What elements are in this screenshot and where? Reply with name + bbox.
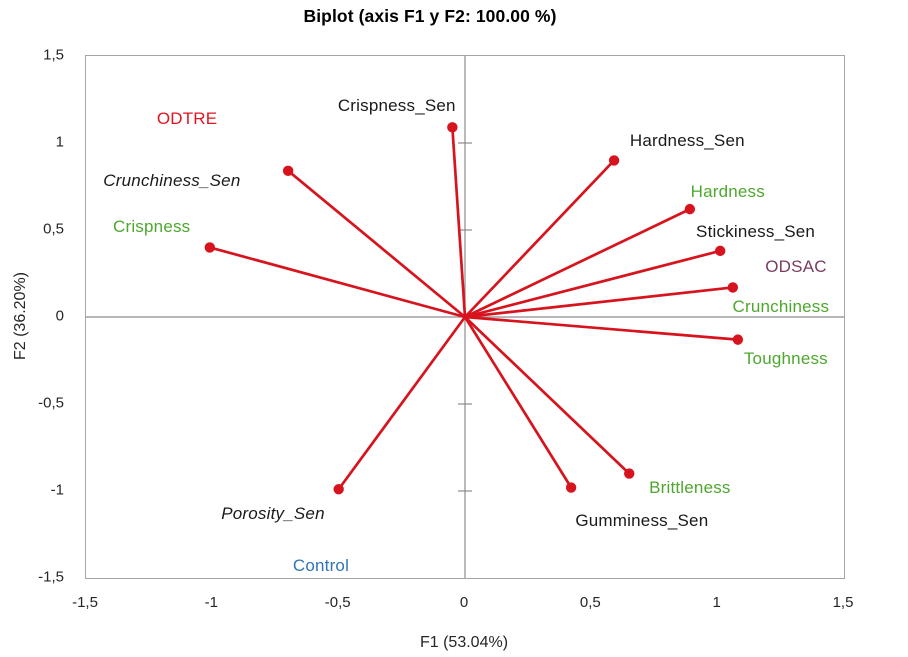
marker-Gumminess_Sen	[565, 482, 577, 493]
x-tick-label: 1	[712, 594, 721, 611]
label-Crispness_Sen: Crispness_Sen	[337, 96, 456, 116]
label-Control: Control	[292, 555, 350, 575]
marker-Crunchiness	[727, 282, 739, 293]
marker-Crispness_Sen	[447, 122, 458, 133]
x-tick-label: -1	[204, 594, 218, 611]
x-axis-ticks: -1,5 -1 -0,5 0 0,5 1 1,5	[72, 594, 853, 614]
x-tick-label: -0,5	[324, 594, 351, 611]
marker-Crispness	[204, 242, 216, 253]
vector-Stickiness_Sen	[464, 249, 721, 319]
label-ODTRE: ODTRE	[156, 108, 218, 128]
plot-area: Crispness_Sen Crunchiness_Sen Crispness Har…	[85, 55, 845, 579]
vector-Crispness_Sen	[451, 127, 467, 318]
vector-Hardness	[464, 207, 691, 319]
vectors-canvas	[86, 56, 844, 578]
y-axis-title: F2 (36.20%)	[12, 271, 29, 361]
label-Gumminess_Sen: Gumminess_Sen	[575, 510, 709, 530]
y-tick-label: 1	[55, 133, 64, 151]
x-tick-label: 1,5	[832, 594, 854, 611]
vector-Crunchiness	[464, 286, 733, 319]
label-Porosity_Sen: Porosity_Sen	[221, 503, 325, 523]
y-tick-label: -0,5	[38, 394, 64, 412]
vector-Brittleness	[464, 316, 631, 475]
label-Toughness: Toughness	[743, 348, 828, 368]
label-ODSAC: ODSAC	[765, 256, 827, 276]
x-tick-label: -1,5	[72, 594, 98, 611]
y-tick-label: 0	[55, 307, 64, 325]
x-tick-label: 0	[459, 594, 469, 611]
vector-Crispness	[209, 246, 466, 319]
vector-Porosity_Sen	[337, 316, 467, 491]
marker-Hardness_Sen	[608, 155, 620, 166]
label-Crunchiness: Crunchiness	[732, 296, 830, 316]
y-tick-label: -1	[50, 481, 64, 499]
chart-title: Biplot (axis F1 y F2: 100.00 %)	[303, 6, 557, 26]
vector-Toughness	[464, 315, 738, 341]
y-tick-label: 0,5	[43, 220, 64, 238]
label-Brittleness: Brittleness	[649, 477, 731, 497]
marker-Crunchiness_Sen	[282, 165, 294, 177]
marker-Porosity_Sen	[333, 484, 344, 495]
y-tick-label: -1,5	[38, 568, 64, 586]
y-axis-ticks: 1,5 1 0,5 0 -0,5 -1 -1,5	[0, 47, 64, 586]
marker-Hardness	[684, 203, 696, 215]
vector-Hardness_Sen	[464, 159, 616, 318]
marker-Stickiness_Sen	[714, 245, 726, 257]
vector-Gumminess_Sen	[463, 316, 573, 489]
y-tick-label: 1,5	[43, 46, 64, 64]
vector-Crunchiness_Sen	[287, 169, 466, 319]
marker-Toughness	[732, 334, 744, 345]
label-Stickiness_Sen: Stickiness_Sen	[696, 221, 816, 241]
label-Hardness_Sen: Hardness_Sen	[629, 131, 745, 151]
marker-Brittleness	[624, 468, 635, 479]
x-tick-label: 0,5	[579, 594, 601, 611]
label-Crispness: Crispness	[112, 216, 191, 236]
x-axis-title: F1 (53.04%)	[419, 634, 509, 651]
label-Hardness: Hardness	[690, 181, 765, 201]
label-Crunchiness_Sen: Crunchiness_Sen	[103, 171, 241, 191]
